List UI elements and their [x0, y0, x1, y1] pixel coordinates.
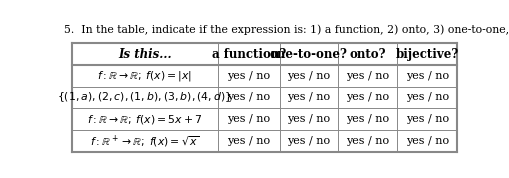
Text: yes / no: yes / no [227, 136, 270, 146]
Text: onto?: onto? [349, 48, 385, 61]
Text: yes / no: yes / no [345, 71, 388, 81]
Text: a function?: a function? [211, 48, 286, 61]
Text: yes / no: yes / no [287, 114, 329, 124]
Text: yes / no: yes / no [227, 92, 270, 102]
Text: yes / no: yes / no [345, 136, 388, 146]
Text: $f:\mathbb{R}\rightarrow\mathbb{R};\; f(x)=|x|$: $f:\mathbb{R}\rightarrow\mathbb{R};\; f(… [97, 69, 192, 83]
Text: $\{(1,a),(2,c),(1,b),(3,b),(4,d)\}$: $\{(1,a),(2,c),(1,b),(3,b),(4,d)\}$ [57, 91, 232, 104]
Text: yes / no: yes / no [405, 114, 448, 124]
Text: yes / no: yes / no [405, 92, 448, 102]
Text: $f:\mathbb{R}^+\rightarrow\mathbb{R};\; f(x)=\sqrt{x}$: $f:\mathbb{R}^+\rightarrow\mathbb{R};\; … [90, 133, 199, 149]
Text: bijective?: bijective? [395, 48, 458, 61]
Text: yes / no: yes / no [287, 71, 329, 81]
Text: yes / no: yes / no [287, 92, 329, 102]
Text: yes / no: yes / no [345, 92, 388, 102]
Text: yes / no: yes / no [345, 114, 388, 124]
Text: yes / no: yes / no [227, 71, 270, 81]
Text: yes / no: yes / no [405, 136, 448, 146]
Text: yes / no: yes / no [227, 114, 270, 124]
Text: 5.  In the table, indicate if the expression is: 1) a function, 2) onto, 3) one-: 5. In the table, indicate if the express… [64, 25, 509, 35]
Text: yes / no: yes / no [287, 136, 329, 146]
Text: yes / no: yes / no [405, 71, 448, 81]
Text: one-to-one?: one-to-one? [269, 48, 347, 61]
Text: Is this...: Is this... [118, 48, 172, 61]
Text: $f:\mathbb{R}\rightarrow\mathbb{R};\; f(x)=5x+7$: $f:\mathbb{R}\rightarrow\mathbb{R};\; f(… [87, 112, 202, 126]
